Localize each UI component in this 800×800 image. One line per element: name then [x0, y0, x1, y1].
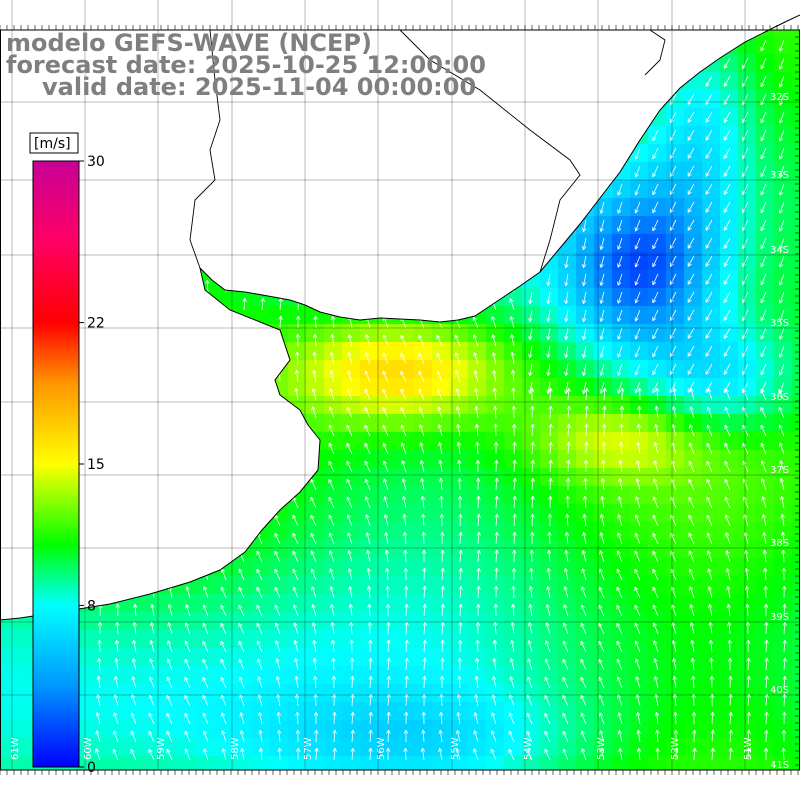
latitude-label: 35S — [770, 318, 789, 329]
latitude-label: 32S — [770, 92, 789, 103]
colorbar-tick-label: 22 — [87, 316, 105, 332]
axis-labels: 61W 60W 59W 58W 57W 56W 55W 54W 53W 52W 51W 32S 33S 3… — [10, 92, 789, 771]
latitude-label: 38S — [770, 538, 789, 549]
colorbar-tick-label: 0 — [87, 760, 96, 776]
colorbar-tick-label: 8 — [87, 598, 96, 614]
longitude-label: 60W — [83, 737, 94, 760]
colorbar-unit-box — [29, 132, 79, 154]
colorbar-tick-label: 30 — [87, 154, 105, 170]
title-model: modelo GEFS-WAVE (NCEP) — [6, 29, 372, 57]
latitude-label: 41S — [770, 760, 789, 771]
longitude-label: 57W — [303, 737, 314, 760]
longitude-label: 56W — [376, 737, 387, 760]
title-forecast-date: forecast date: 2025-10-25 12:00:00 — [6, 51, 486, 79]
colorbar-tick-label: 15 — [87, 457, 105, 473]
colorbar: [m/s] 30 22 15 8 0 — [29, 132, 105, 776]
longitude-label: 54W — [523, 737, 534, 760]
latitude-label: 36S — [770, 392, 789, 403]
bottom-margin — [0, 770, 800, 800]
top-margin — [0, 0, 800, 30]
longitude-label: 52W — [670, 737, 681, 760]
longitude-label: 61W — [10, 737, 21, 760]
colorbar-ramp — [32, 160, 80, 768]
latitude-label: 37S — [770, 465, 789, 476]
wind-arrows — [95, 39, 787, 761]
colorbar-ticks: 30 22 15 8 0 — [79, 154, 105, 776]
title-valid-date: valid date: 2025-11-04 00:00:00 — [42, 73, 477, 101]
latitude-label: 34S — [770, 245, 789, 256]
latitude-label: 39S — [770, 612, 789, 623]
latitude-label: 33S — [770, 170, 789, 181]
latitude-label: 40S — [770, 685, 789, 696]
longitude-label: 51W — [743, 737, 754, 760]
longitude-label: 59W — [156, 737, 167, 760]
colorbar-unit: [m/s] — [34, 136, 71, 152]
longitude-label: 58W — [230, 737, 241, 760]
longitude-label: 53W — [596, 737, 607, 760]
longitude-label: 55W — [450, 737, 461, 760]
land-area — [0, 0, 800, 620]
